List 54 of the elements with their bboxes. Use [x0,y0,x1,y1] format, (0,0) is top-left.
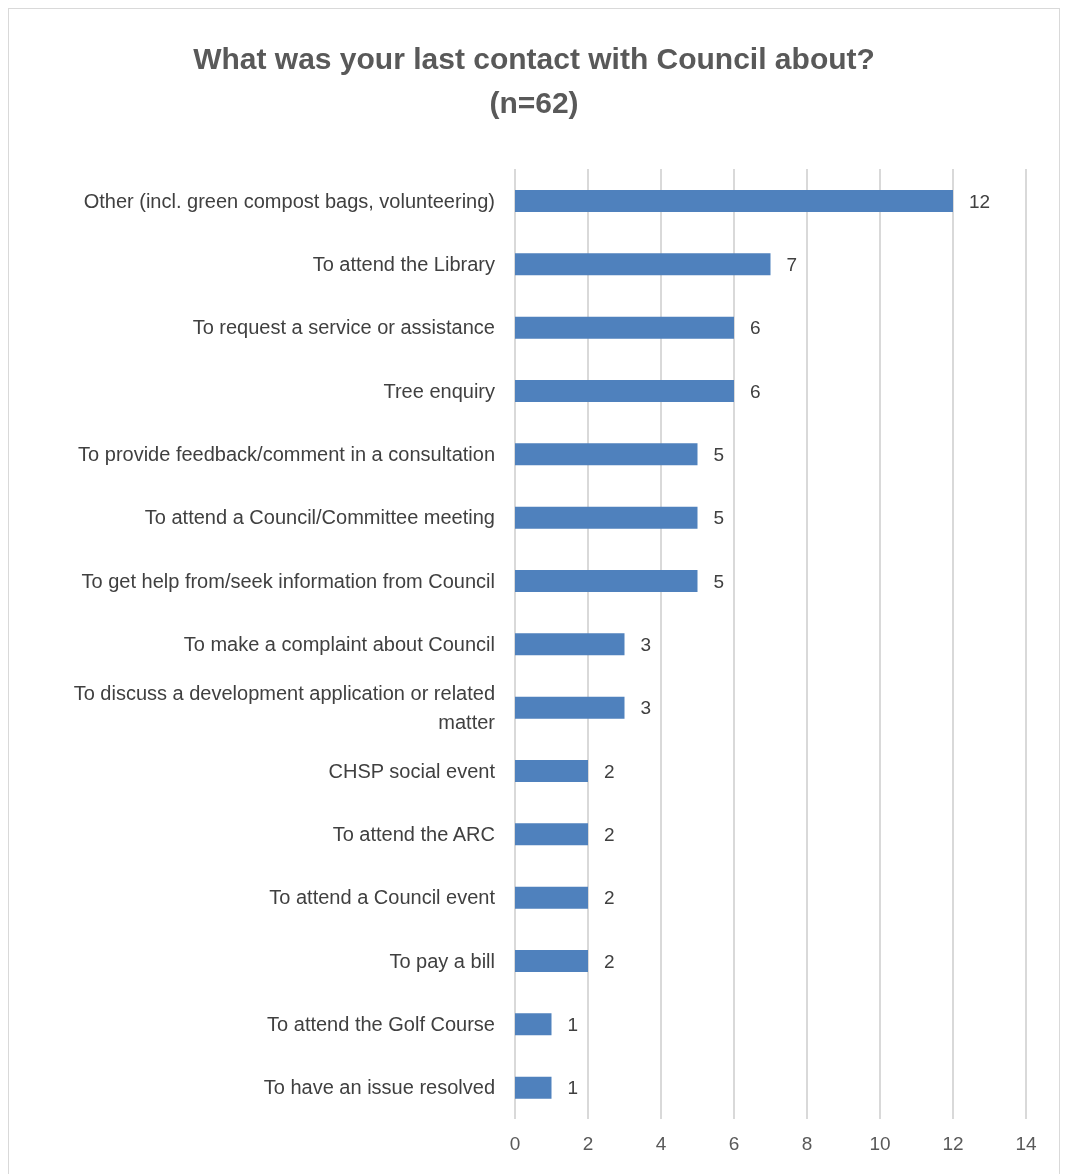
bar [515,570,698,592]
y-tick-label: Tree enquiry [383,379,495,402]
y-tick-label: CHSP social event [328,759,496,782]
bar [515,696,625,719]
data-label: 7 [786,254,798,276]
data-label: 5 [713,570,725,592]
y-tick-label: To have an issue resolved [263,1076,495,1099]
bar [515,1076,552,1099]
data-label: 6 [750,380,761,402]
y-tick-label: To provide feedback/comment in a consultation [78,443,495,465]
y-tick-label: To pay a bill [389,949,495,972]
y-tick-label: Other (incl. green compost bags, volunteering) [83,189,495,212]
x-tick-label: 8 [801,1133,813,1155]
data-label: 3 [640,697,652,719]
bar [515,443,698,466]
bar [515,253,771,276]
data-label: 2 [604,824,615,846]
bar [515,506,698,529]
data-label: 12 [969,190,991,212]
y-tick-label: To make a complaint about Council [183,633,495,655]
y-tick-label: To attend the Library [312,253,495,275]
bar [515,380,734,402]
x-tick-label: 10 [869,1133,891,1155]
x-tick-label: 14 [1015,1133,1037,1155]
y-tick-label: To request a service or assistance [192,316,495,339]
y-tick-label: To attend the ARC [332,823,495,845]
y-tick-label: To attend a Council event [269,886,496,909]
chart-title: What was your last contact with Council about? (n=62) [192,41,876,121]
data-label: 2 [604,950,615,972]
data-label: 1 [567,1077,579,1099]
y-tick-label: To get help from/seek information from Council [81,569,495,592]
data-label: 1 [567,1014,579,1036]
x-tick-label: 6 [728,1133,740,1155]
x-tick-label: 2 [582,1133,594,1155]
data-label: 5 [713,507,725,529]
data-label: 2 [604,760,615,782]
y-tick-label: To discuss a development application or related matter [73,681,496,733]
y-tick-label: To attend a Council/Committee meeting [144,506,495,529]
data-label: 6 [750,317,761,339]
bar [515,316,734,339]
x-tick-label: 4 [655,1133,667,1155]
data-label: 5 [713,444,725,466]
bar [515,886,588,909]
x-tick-label: 0 [509,1133,521,1155]
y-tick-label: To attend the Golf Course [267,1013,495,1035]
bar [515,950,588,972]
bar [515,760,588,782]
data-label: 2 [604,887,615,909]
bar [515,633,625,656]
x-tick-label: 12 [942,1133,964,1155]
data-label: 3 [640,634,652,656]
bar [515,1013,552,1036]
bar [515,190,953,212]
bar [515,823,588,846]
